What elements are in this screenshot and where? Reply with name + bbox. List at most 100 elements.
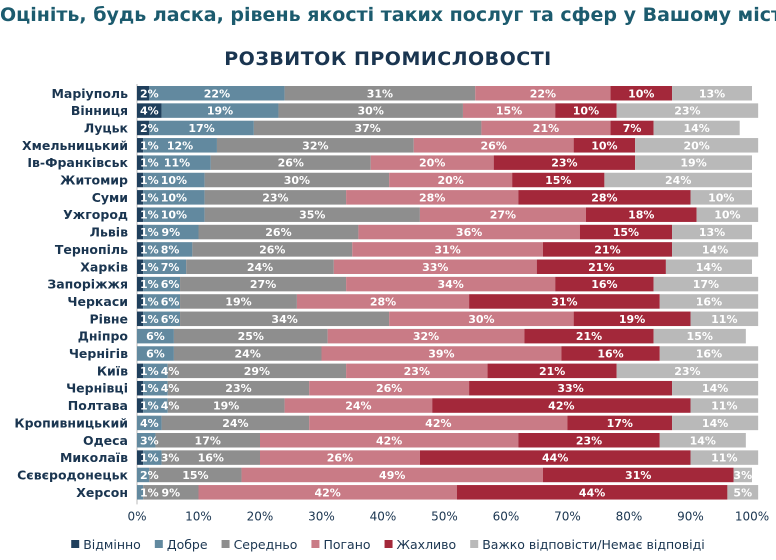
legend-label: Погано (323, 537, 370, 552)
data-label: 4% (140, 417, 159, 430)
bar-segment (167, 380, 310, 396)
bar-segment (260, 433, 519, 448)
data-label: 12% (167, 139, 193, 152)
bar-segment (555, 103, 617, 118)
bar-segment (518, 433, 660, 448)
bar-segment (413, 138, 574, 153)
category-label: Харків (80, 259, 128, 274)
data-label: 37% (354, 122, 380, 135)
data-label: 14% (683, 122, 709, 135)
data-label: 23% (674, 365, 700, 378)
data-label: 18% (628, 209, 654, 222)
data-label: 16% (198, 452, 224, 465)
bar-segment (573, 138, 636, 153)
data-label: 23% (225, 382, 251, 395)
bar-segment (518, 190, 691, 205)
data-label: 42% (376, 434, 402, 447)
bar-segment (610, 120, 654, 136)
data-label: 6% (161, 278, 180, 291)
bar-segment (585, 207, 697, 222)
data-label: 3% (733, 469, 752, 482)
data-label: 24% (235, 348, 261, 361)
bar-segment (690, 311, 759, 327)
bar-segment (352, 242, 543, 257)
data-label: 1% (140, 295, 159, 308)
bar-segment (604, 172, 752, 188)
bar-segment (555, 276, 654, 292)
data-label: 1% (140, 382, 159, 395)
bar-segment (137, 450, 144, 465)
legend-label: Середньо (234, 537, 298, 552)
bar-segment (653, 276, 759, 292)
legend-swatch (154, 540, 163, 548)
bar-segment (616, 363, 759, 379)
data-label: 6% (146, 330, 165, 343)
data-label: 10% (708, 191, 734, 204)
bar-segment (167, 398, 285, 413)
data-label: 6% (161, 313, 180, 326)
bar-segment (137, 190, 144, 205)
legend-label: Добре (167, 537, 208, 552)
data-label: 9% (161, 226, 180, 239)
data-label: 44% (542, 452, 568, 465)
data-label: 1% (140, 209, 159, 222)
legend-label: Відмінно (83, 537, 141, 552)
data-label: 27% (250, 278, 276, 291)
bar-segment (198, 485, 457, 500)
data-label: 7% (161, 261, 180, 274)
bar-segment (493, 155, 636, 170)
bar-segment (137, 138, 144, 153)
data-label: 2% (140, 87, 159, 100)
bar-segment (143, 172, 205, 188)
data-label: 24% (222, 417, 248, 430)
data-label: 8% (161, 243, 180, 256)
data-label: 14% (702, 382, 728, 395)
bar-segment (137, 86, 150, 101)
data-label: 11% (711, 400, 737, 413)
bar-segment (672, 242, 759, 257)
data-label: 27% (490, 209, 516, 222)
bar-segment (161, 450, 260, 465)
category-label: Хмельницький (22, 138, 128, 153)
bar-segment (481, 120, 611, 136)
data-label: 14% (702, 417, 728, 430)
bar-segment (253, 120, 482, 136)
data-label: 4% (140, 105, 159, 118)
data-label: 9% (161, 486, 180, 499)
bar-segment (173, 346, 322, 361)
bar-segment (672, 415, 759, 431)
data-label: 23% (404, 365, 430, 378)
category-label: Кропивницький (14, 415, 128, 430)
data-label: 19% (680, 157, 706, 170)
bar-segment (284, 398, 433, 413)
data-label: 31% (551, 295, 577, 308)
bar-segment (137, 155, 144, 170)
bar-segment (733, 467, 752, 483)
bar-segment (690, 190, 752, 205)
bar-segment (137, 467, 150, 483)
bar-segment (672, 380, 759, 396)
bar-segment (567, 415, 673, 431)
x-tick-label: 40% (370, 509, 397, 523)
bar-segment (143, 380, 168, 396)
data-label: 49% (379, 469, 405, 482)
bar-segment (161, 103, 279, 118)
category-label: Ів-Франківськ (27, 155, 128, 170)
data-label: 13% (699, 87, 725, 100)
bar-segment (137, 380, 144, 396)
bar-segment (727, 485, 759, 500)
bar-segment (198, 224, 359, 240)
data-label: 15% (687, 330, 713, 343)
data-label: 1% (140, 261, 159, 274)
data-label: 1% (140, 313, 159, 326)
bar-segment (143, 363, 168, 379)
data-label: 42% (314, 486, 340, 499)
data-label: 35% (299, 209, 325, 222)
data-label: 26% (376, 382, 402, 395)
data-label: 4% (161, 365, 180, 378)
category-label: Ужгород (63, 207, 128, 222)
bar-segment (137, 415, 162, 431)
data-label: 5% (733, 486, 752, 499)
data-label: 21% (594, 243, 620, 256)
